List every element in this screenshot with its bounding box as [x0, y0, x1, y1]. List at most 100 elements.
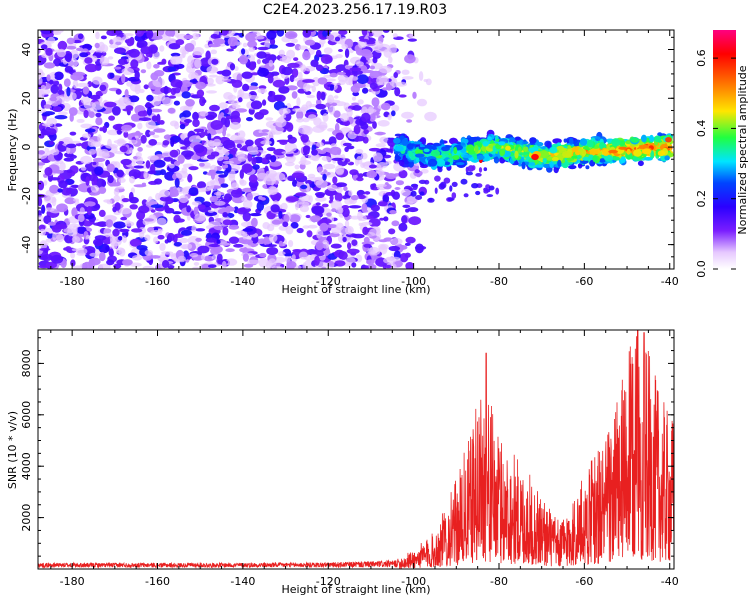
spectrogram-cell [391, 220, 400, 227]
spectrogram-cell [305, 180, 313, 185]
spectrogram-cell [224, 193, 232, 203]
spectrogram-cell [170, 138, 175, 147]
spectrogram-cell [293, 57, 299, 61]
spectrogram-cell [282, 221, 289, 228]
spectrogram-cell [44, 167, 53, 176]
spectrogram-cell [361, 112, 371, 123]
spectrogram-cell [283, 214, 290, 223]
spectrogram-cell [250, 100, 263, 110]
spectrogram-cell [268, 59, 274, 67]
spectrogram-cell [245, 139, 254, 147]
colorbar: 0.00.20.40.6 Normalized spectral amplitu… [695, 30, 749, 278]
spectrogram-cell [94, 42, 100, 49]
spectrogram-cell [118, 96, 131, 107]
spectrogram-cell [168, 163, 175, 169]
spectrogram-cell [84, 63, 98, 73]
spectrogram-cell [216, 239, 221, 244]
spectrogram-cell [451, 181, 458, 187]
spectrogram-cell [229, 63, 236, 71]
spectrogram-cell [128, 48, 140, 58]
spectrogram-cell [79, 207, 85, 216]
spectrogram-cell [150, 108, 163, 113]
spectrogram-cell [630, 137, 640, 143]
spectrogram-cell [48, 177, 61, 181]
spectrogram-cell [368, 164, 377, 169]
spectrogram-cell [221, 260, 227, 269]
spectrogram-cell [181, 91, 191, 99]
spectrogram-cell [270, 155, 277, 163]
spectrogram-cell [376, 183, 387, 188]
spectrogram-cell [372, 121, 377, 129]
spectrogram-cell [248, 174, 258, 183]
spectrogram-cell [183, 34, 194, 40]
spectrogram-cell [257, 88, 268, 94]
spectrogram-cell [254, 138, 266, 147]
spectrogram-cell [83, 201, 96, 207]
spectrogram-cell [344, 225, 354, 235]
spectrogram-cell [220, 112, 225, 117]
spectrogram-cell [161, 151, 172, 158]
spectrogram-cell [38, 196, 43, 207]
spectrogram-cell [247, 40, 258, 48]
spectrogram-cell [134, 70, 140, 80]
spectrogram-cell [66, 86, 71, 97]
spectrogram-cell [378, 243, 389, 250]
spectrogram-cell [242, 200, 253, 209]
spectrogram-cell [230, 182, 239, 190]
spectrogram-cell [115, 186, 125, 190]
spectrogram-cell [80, 166, 87, 171]
spectrogram-cell [231, 79, 243, 88]
spectrogram-cell [611, 138, 621, 147]
spectrogram-cell [117, 236, 123, 241]
spectrogram-cell [563, 138, 568, 143]
spectrogram-cell [346, 248, 360, 254]
spectrogram-cell [150, 209, 156, 213]
spectrogram-cell [225, 248, 235, 253]
spectrogram-cell [665, 137, 672, 143]
spectrogram-cell [85, 234, 91, 240]
spectrogram-cell [292, 108, 305, 112]
spectrogram-cell [335, 165, 345, 175]
spectrogram-cell [150, 255, 161, 259]
spectrogram-cell [125, 219, 131, 224]
spectrogram-cell [552, 138, 562, 144]
spectrogram-cell [362, 226, 369, 236]
spectrogram-cell [193, 144, 205, 154]
spectrogram-cell [401, 69, 410, 75]
spectrogram-cell [92, 76, 103, 85]
spectrogram-cell [44, 207, 55, 212]
spectrogram-cell [64, 66, 74, 73]
spectrogram-cell [208, 264, 217, 268]
spectrogram-cell [43, 104, 52, 109]
spectrogram-cell [93, 238, 104, 247]
spectrogram-cell [350, 76, 359, 81]
spectrogram-cell [210, 49, 218, 55]
spectrogram-cell [138, 117, 152, 122]
spectrogram-cell [372, 30, 383, 38]
spectrogram-cell [177, 255, 186, 263]
spectrogram-cell [398, 222, 408, 232]
spectrogram-cell [98, 209, 106, 217]
spectrogram-cell [430, 149, 441, 157]
spectrogram-cell [47, 222, 56, 226]
spectrogram-cell [251, 217, 258, 228]
spectrogram-cell [412, 183, 418, 191]
spectrogram-cell [612, 156, 620, 161]
spectrogram-cell [289, 214, 301, 223]
spectrogram-cell [195, 228, 206, 232]
spectrogram-cell [165, 205, 170, 214]
spectrogram-cell [350, 215, 361, 220]
spectrogram-cell [575, 150, 581, 156]
spectrogram-cell [194, 58, 202, 68]
spectrogram-cell [203, 255, 214, 262]
spectrogram-cell [363, 243, 372, 248]
spectrogram-cell [258, 257, 269, 268]
spectrogram-cell [278, 107, 291, 115]
spectrogram-cell [333, 110, 341, 118]
spectrogram-cell [285, 225, 294, 235]
spectrogram-cell [335, 222, 344, 231]
spectrogram-cell [296, 118, 304, 123]
spectrogram-cell [108, 248, 114, 257]
spectrogram-cell [360, 122, 369, 130]
spectrogram-cell [359, 38, 369, 42]
